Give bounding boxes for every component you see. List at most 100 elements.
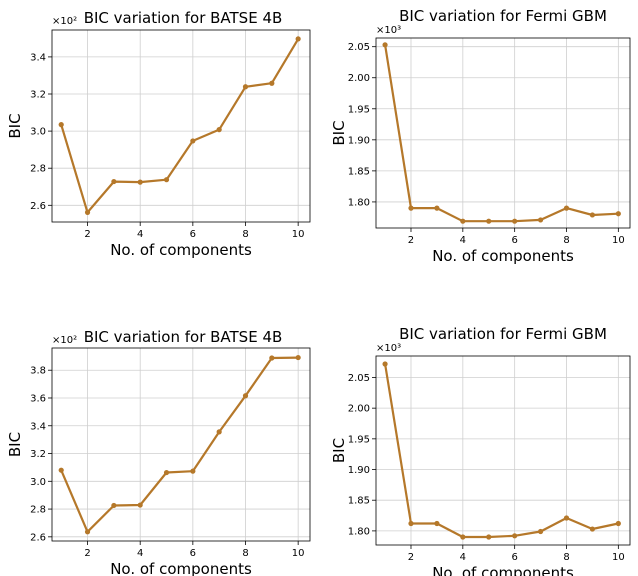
y-tick-label: 2.00 bbox=[348, 73, 370, 84]
x-tick-label: 2 bbox=[408, 235, 414, 246]
bic-data-point bbox=[84, 209, 91, 215]
bic-data-point bbox=[163, 177, 170, 183]
bic-data-point bbox=[537, 528, 544, 535]
bic-data-point bbox=[111, 178, 117, 185]
y-tick-label: 1.90 bbox=[348, 135, 370, 146]
axis-multiplier: ×10² bbox=[52, 335, 77, 346]
x-tick-label: 2 bbox=[84, 548, 90, 559]
plot-frame bbox=[375, 37, 631, 229]
bic-data-point bbox=[58, 122, 64, 128]
bic-data-point bbox=[58, 467, 64, 473]
bic-data-point bbox=[460, 218, 466, 224]
bic-data-point bbox=[434, 520, 440, 527]
y-tick-label: 2.6 bbox=[30, 532, 46, 543]
bic-data-point bbox=[295, 36, 301, 42]
x-tick-label: 6 bbox=[190, 229, 196, 240]
bic-series-line bbox=[384, 44, 619, 223]
y-tick-label: 1.90 bbox=[348, 465, 370, 476]
chart-title: BIC variation for BATSE 4B bbox=[84, 328, 283, 346]
bic-series-line bbox=[60, 38, 300, 214]
y-tick-label: 2.8 bbox=[30, 505, 46, 516]
y-tick-label: 2.05 bbox=[348, 373, 370, 384]
x-tick-label: 2 bbox=[84, 229, 90, 240]
y-tick-label: 1.80 bbox=[348, 197, 370, 208]
bic-data-point bbox=[84, 529, 91, 535]
bic-data-point bbox=[589, 212, 596, 218]
bic-data-point bbox=[216, 127, 222, 133]
bic-data-point bbox=[190, 138, 196, 144]
x-axis-label: No. of components bbox=[110, 241, 252, 259]
bic-data-point bbox=[408, 205, 414, 211]
x-tick-label: 4 bbox=[137, 548, 143, 559]
plot-frame bbox=[51, 347, 311, 542]
y-tick-label: 1.85 bbox=[348, 166, 370, 177]
bic-data-point bbox=[190, 468, 196, 474]
bic-data-point bbox=[408, 520, 414, 527]
x-tick-label: 8 bbox=[563, 552, 569, 563]
bic-data-point bbox=[269, 355, 275, 361]
y-axis-label: BIC bbox=[330, 438, 348, 463]
y-tick-label: 3.6 bbox=[30, 393, 46, 404]
bic-data-point bbox=[295, 354, 301, 361]
chart-panel-1: 2 4 6 8 10 2.6 2.8 3.0 3.2 3.4 BIC variation for B… bbox=[6, 9, 311, 259]
chart-title: BIC variation for Fermi GBM bbox=[399, 325, 607, 343]
bic-data-point bbox=[460, 534, 466, 540]
axis-multiplier: ×10³ bbox=[376, 25, 401, 36]
y-tick-label: 3.0 bbox=[30, 127, 46, 138]
x-tick-label: 10 bbox=[292, 229, 305, 240]
plot-frame bbox=[375, 355, 631, 546]
bic-data-point bbox=[512, 218, 518, 224]
y-tick-label: 2.05 bbox=[348, 42, 370, 53]
bic-data-point bbox=[111, 502, 117, 509]
y-axis-label: BIC bbox=[6, 432, 24, 457]
bic-data-point bbox=[382, 361, 388, 367]
y-tick-label: 1.95 bbox=[348, 434, 370, 445]
bic-data-point bbox=[537, 217, 544, 223]
x-tick-label: 8 bbox=[242, 548, 248, 559]
x-tick-label: 2 bbox=[408, 552, 414, 563]
bic-data-point bbox=[137, 179, 143, 185]
bic-data-point bbox=[163, 469, 170, 476]
x-tick-label: 10 bbox=[292, 548, 305, 559]
x-tick-label: 8 bbox=[242, 229, 248, 240]
bic-data-point bbox=[216, 429, 222, 435]
bic-data-point bbox=[512, 533, 518, 539]
bic-data-point bbox=[242, 393, 249, 399]
plot-frame bbox=[51, 29, 311, 223]
x-tick-label: 4 bbox=[460, 235, 466, 246]
y-tick-label: 3.8 bbox=[30, 366, 46, 377]
x-tick-label: 6 bbox=[511, 235, 517, 246]
x-tick-label: 6 bbox=[190, 548, 196, 559]
x-axis-label: No. of components bbox=[432, 247, 574, 265]
bic-data-point bbox=[589, 526, 596, 532]
y-tick-label: 2.8 bbox=[30, 164, 46, 175]
x-axis-label: No. of components bbox=[110, 560, 252, 576]
y-tick-label: 2.00 bbox=[348, 404, 370, 415]
chart-title: BIC variation for BATSE 4B bbox=[84, 9, 283, 27]
bic-data-point bbox=[242, 84, 249, 90]
bic-data-point bbox=[563, 205, 570, 211]
y-tick-label: 1.95 bbox=[348, 104, 370, 115]
y-tick-label: 2.6 bbox=[30, 201, 46, 212]
bic-series-line bbox=[384, 363, 619, 539]
axis-multiplier: ×10³ bbox=[376, 343, 401, 354]
chart-panel-2: 2 4 6 8 10 1.80 1.85 1.90 1.95 2.00 2.05 BIC variat… bbox=[330, 7, 631, 265]
y-axis-label: BIC bbox=[330, 120, 348, 145]
y-tick-label: 3.4 bbox=[30, 421, 46, 432]
bic-data-point bbox=[563, 515, 570, 521]
bic-data-point bbox=[137, 502, 143, 508]
y-tick-label: 3.2 bbox=[30, 90, 46, 101]
bic-data-point bbox=[382, 42, 388, 48]
chart-panel-4: 2 4 6 8 10 1.80 1.85 1.90 1.95 2.00 2.05 BIC variat… bbox=[330, 325, 631, 576]
x-axis-label: No. of components bbox=[432, 564, 574, 576]
chart-panel-3: 2 4 6 8 10 2.6 2.8 3.0 3.2 3.4 3.6 3.8 BIC variation… bbox=[6, 328, 311, 576]
x-tick-label: 6 bbox=[511, 552, 517, 563]
y-axis-label: BIC bbox=[6, 113, 24, 138]
bic-series-line bbox=[60, 356, 299, 533]
axis-multiplier: ×10² bbox=[52, 16, 77, 27]
y-tick-label: 3.4 bbox=[30, 52, 46, 63]
bic-data-point bbox=[615, 520, 621, 527]
y-tick-label: 1.80 bbox=[348, 526, 370, 537]
x-tick-label: 10 bbox=[612, 552, 625, 563]
